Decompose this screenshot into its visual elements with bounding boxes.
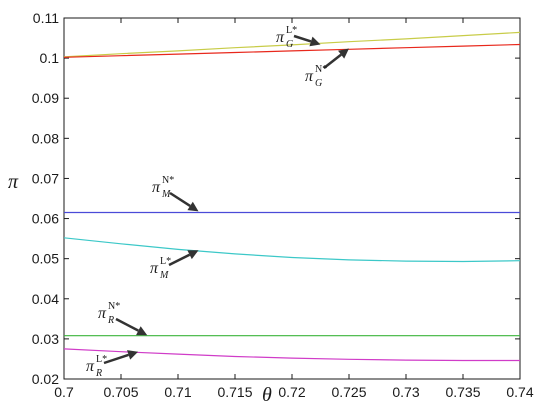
x-tick-label: 0.71 <box>164 384 191 400</box>
annotation-superscript: N* <box>162 175 174 186</box>
annotation-superscript: N* <box>108 301 120 312</box>
annotation-arrow-head <box>338 48 349 59</box>
annotation-base: π <box>152 179 161 196</box>
annotation-arrow-head <box>136 326 148 336</box>
annotation-subscript: R <box>107 315 114 326</box>
annotation-arrow-shaft <box>169 191 191 207</box>
annotation-arrow-head <box>187 201 199 212</box>
series-line-piG_N <box>63 43 521 58</box>
x-tick-label: 0.705 <box>103 384 138 400</box>
annotation-base: π <box>86 358 95 375</box>
annotation-base: π <box>305 68 314 85</box>
annotation-subscript: M <box>159 270 169 281</box>
annotation-label: π G L* <box>276 25 297 50</box>
annotation-superscript: L* <box>96 354 107 365</box>
x-axis-label: θ <box>262 384 272 406</box>
annotation-subscript: G <box>315 78 322 89</box>
annotation-label: π M L* <box>150 256 171 281</box>
annotation-base: π <box>276 29 285 46</box>
annotation-label: π R L* <box>86 354 107 379</box>
annotation-subscript: M <box>161 189 171 200</box>
annotation-arrow-head <box>309 36 321 47</box>
y-tick-label: 0.03 <box>32 331 59 347</box>
x-tick-label: 0.74 <box>506 384 533 400</box>
annotation-label: π G N* <box>305 64 327 89</box>
annotation-superscript: L* <box>160 256 171 267</box>
series-line-piR_L <box>63 348 520 362</box>
annotation-arrow-shaft <box>323 53 342 69</box>
y-tick-label: 0.02 <box>32 371 59 387</box>
plot-frame <box>63 17 521 380</box>
y-tick-label: 0.07 <box>32 170 59 186</box>
y-tick-label: 0.1 <box>40 50 60 66</box>
y-tick-label: 0.06 <box>32 211 59 227</box>
annotation-subscript: G <box>286 39 293 50</box>
y-tick-label: 0.09 <box>32 90 59 106</box>
annotation-arrow-shaft <box>103 353 129 365</box>
y-tick-label: 0.08 <box>32 130 59 146</box>
annotation-arrow-shaft <box>115 317 139 332</box>
x-tick-label: 0.73 <box>392 384 419 400</box>
x-tick-label: 0.725 <box>331 384 366 400</box>
annotation-label: π M N* <box>152 175 174 200</box>
annotation-label: π R N* <box>98 301 120 326</box>
x-tick-label: 0.72 <box>278 384 305 400</box>
y-tick-label: 0.11 <box>33 10 59 26</box>
y-tick-label: 0.04 <box>32 291 59 307</box>
annotation-base: π <box>98 305 107 322</box>
y-tick-label: 0.05 <box>32 251 59 267</box>
x-tick-label: 0.715 <box>217 384 252 400</box>
x-tick-label: 0.735 <box>445 384 480 400</box>
annotation-arrow-shaft <box>293 34 312 43</box>
annotation-superscript: L* <box>286 25 297 36</box>
annotation-arrow-head <box>127 350 139 360</box>
annotation-base: π <box>150 260 159 277</box>
annotation-superscript: N* <box>315 64 327 75</box>
x-tick-label: 0.7 <box>54 384 74 400</box>
annotation-arrow-shaft <box>168 253 191 267</box>
series-line-piG_L <box>63 31 521 58</box>
annotation-subscript: R <box>95 368 102 379</box>
y-axis-label: π <box>8 171 19 193</box>
series-line-piM_L <box>63 237 521 263</box>
annotation-arrow-head <box>187 250 199 260</box>
